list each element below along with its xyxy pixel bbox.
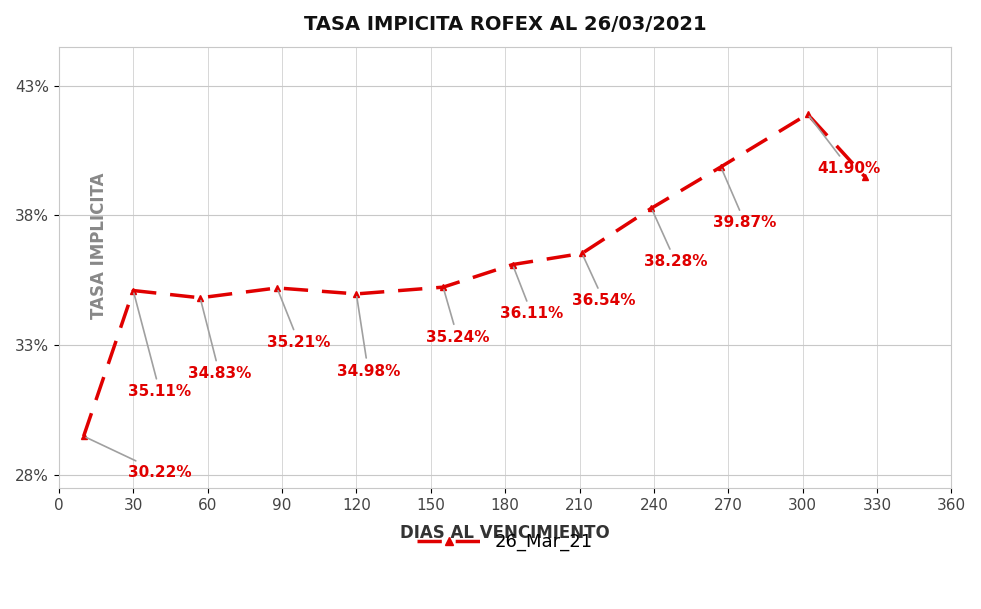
Text: 35.21%: 35.21% xyxy=(267,290,331,350)
26_Mar_21 xyxy=(858,173,870,180)
Title: TASA IMPICITA ROFEX AL 26/03/2021: TASA IMPICITA ROFEX AL 26/03/2021 xyxy=(304,15,706,34)
X-axis label: DIAS AL VENCIMIENTO: DIAS AL VENCIMIENTO xyxy=(400,524,610,542)
26_Mar_21 xyxy=(128,287,139,294)
Line: 26_Mar_21: 26_Mar_21 xyxy=(80,111,868,440)
Text: 41.90%: 41.90% xyxy=(809,116,881,176)
Text: 35.11%: 35.11% xyxy=(129,293,191,400)
Text: 38.28%: 38.28% xyxy=(644,211,707,269)
Text: 36.54%: 36.54% xyxy=(572,256,636,308)
26_Mar_21 xyxy=(438,284,449,291)
26_Mar_21 xyxy=(801,111,813,118)
26_Mar_21 xyxy=(271,284,283,292)
Text: 34.98%: 34.98% xyxy=(336,297,400,379)
Text: 35.24%: 35.24% xyxy=(426,290,490,345)
26_Mar_21 xyxy=(576,250,588,257)
26_Mar_21 xyxy=(77,432,89,440)
Text: 30.22%: 30.22% xyxy=(86,437,192,480)
Legend: 26_Mar_21: 26_Mar_21 xyxy=(410,526,600,558)
Text: 34.83%: 34.83% xyxy=(187,300,251,381)
26_Mar_21 xyxy=(350,290,362,298)
26_Mar_21 xyxy=(715,163,727,171)
26_Mar_21 xyxy=(507,261,519,268)
Text: 36.11%: 36.11% xyxy=(500,267,563,322)
Text: 39.87%: 39.87% xyxy=(713,169,777,230)
Text: TASA IMPLICITA: TASA IMPLICITA xyxy=(90,172,108,319)
26_Mar_21 xyxy=(645,205,657,212)
26_Mar_21 xyxy=(194,294,206,301)
